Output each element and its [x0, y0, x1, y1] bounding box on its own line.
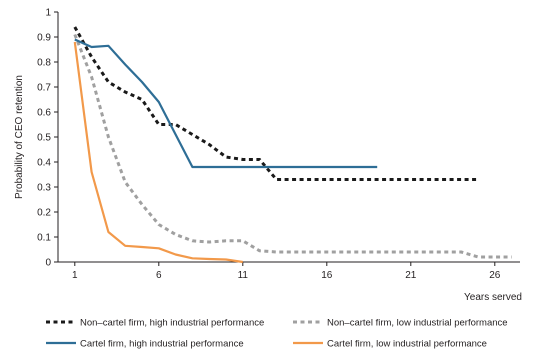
x-tick-label: 11 [238, 270, 249, 281]
x-tick-label: 21 [405, 270, 417, 281]
axes: 00.10.20.30.40.50.60.70.80.911 6 11 16 21 26 [37, 8, 520, 281]
series-line-4 [73, 41, 243, 264]
series-line-2 [73, 33, 512, 259]
y-tick-label: 0.9 [37, 33, 51, 44]
x-axis-title: Years served [464, 292, 522, 303]
series-line-1 [73, 26, 478, 181]
y-tick-label: 0.4 [37, 158, 51, 169]
y-tick-label: 0.2 [37, 208, 51, 219]
x-tick-label: 16 [321, 270, 333, 281]
y-tick-label: 0.1 [37, 233, 51, 244]
x-tick-label: 26 [489, 270, 501, 281]
y-axis-title: Probability of CEO retention [14, 75, 25, 199]
y-tick-label: 0.5 [37, 133, 51, 144]
y-tick-label: 0.8 [37, 58, 51, 69]
legend-label-3: Cartel firm, high industrial performance [80, 339, 244, 350]
legend-label-1: Non–cartel firm, high industrial perform… [80, 318, 264, 329]
y-tick-label: 0.3 [37, 183, 51, 194]
y-axis-title-group: Probability of CEO retention [14, 75, 25, 199]
y-tick-label: 0.7 [37, 83, 51, 94]
y-tick-label: 0.6 [37, 108, 51, 119]
series-line-3 [74, 38, 378, 169]
plot-lines [73, 26, 512, 264]
y-tick-label: 1 [45, 8, 51, 19]
x-tick-label: 1 [72, 270, 78, 281]
legend-label-2: Non–cartel firm, low industrial performa… [327, 318, 508, 329]
x-tick-label: 6 [156, 270, 162, 281]
legend-label-4: Cartel firm, low industrial performance [327, 339, 487, 350]
legend: Non–cartel firm, high industrial perform… [46, 318, 508, 350]
y-tick-label: 0 [45, 258, 51, 269]
